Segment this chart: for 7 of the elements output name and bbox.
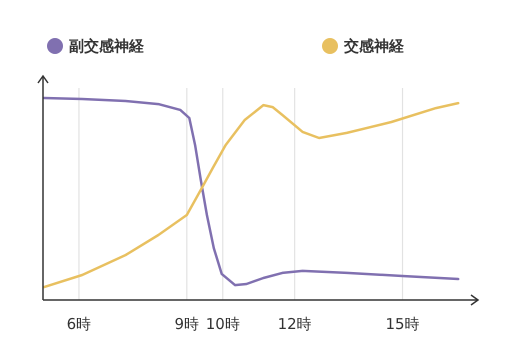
legend-label: 副交感神経 (69, 37, 145, 55)
x-tick-label: 6時 (66, 315, 92, 333)
x-tick-label: 9時 (174, 315, 200, 333)
x-tick-label: 10時 (206, 315, 240, 333)
legend-label: 交感神経 (343, 37, 405, 55)
x-tick-label: 12時 (278, 315, 312, 333)
x-tick-label: 15時 (385, 315, 420, 333)
